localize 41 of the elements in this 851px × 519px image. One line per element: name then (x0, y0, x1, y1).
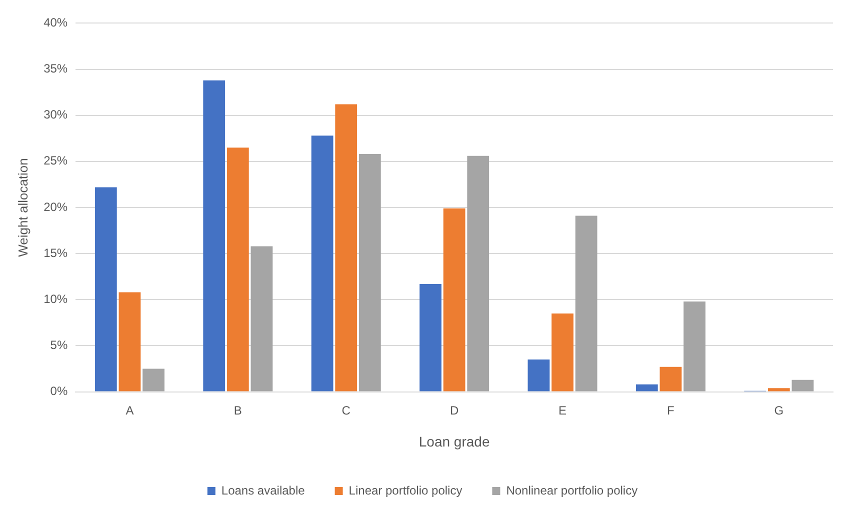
y-tick-label: 0% (50, 384, 68, 398)
x-tick-label: B (234, 403, 242, 418)
y-tick-label: 5% (50, 338, 68, 352)
x-axis-title: Loan grade (418, 433, 490, 450)
bar (636, 384, 658, 392)
bar (467, 156, 490, 392)
legend-label: Nonlinear portfolio policy (506, 483, 638, 498)
bar (311, 136, 334, 392)
legend-label: Loans available (221, 483, 306, 498)
bar (335, 104, 358, 392)
y-tick-label: 20% (44, 200, 68, 214)
bar (250, 246, 273, 392)
x-tick-label: D (450, 403, 459, 418)
y-axis-title: Weight allocation (15, 158, 30, 257)
bar (142, 368, 164, 392)
bar (792, 380, 814, 392)
bar (118, 292, 141, 392)
bar (575, 216, 598, 392)
x-tick-label: G (774, 403, 784, 418)
legend-label: Linear portfolio policy (348, 483, 462, 498)
y-tick-label: 35% (44, 62, 68, 76)
y-tick-label: 10% (44, 292, 68, 306)
bar (203, 80, 226, 392)
bar (660, 366, 682, 392)
x-tick-label: E (558, 403, 567, 418)
bar (552, 313, 574, 392)
bar (226, 148, 249, 392)
bar (684, 301, 706, 392)
y-tick-label: 40% (44, 16, 68, 30)
x-tick-label: A (126, 403, 134, 418)
y-tick-label: 15% (44, 246, 68, 260)
y-tick-label: 30% (44, 108, 68, 122)
y-tick-label: 25% (44, 154, 68, 168)
bar (528, 360, 550, 392)
x-tick-label: C (342, 403, 351, 418)
bar (358, 154, 381, 392)
bar (94, 187, 117, 392)
x-tick-label: F (667, 403, 674, 418)
bar (420, 284, 442, 392)
bar (443, 208, 466, 392)
bar (768, 388, 790, 392)
